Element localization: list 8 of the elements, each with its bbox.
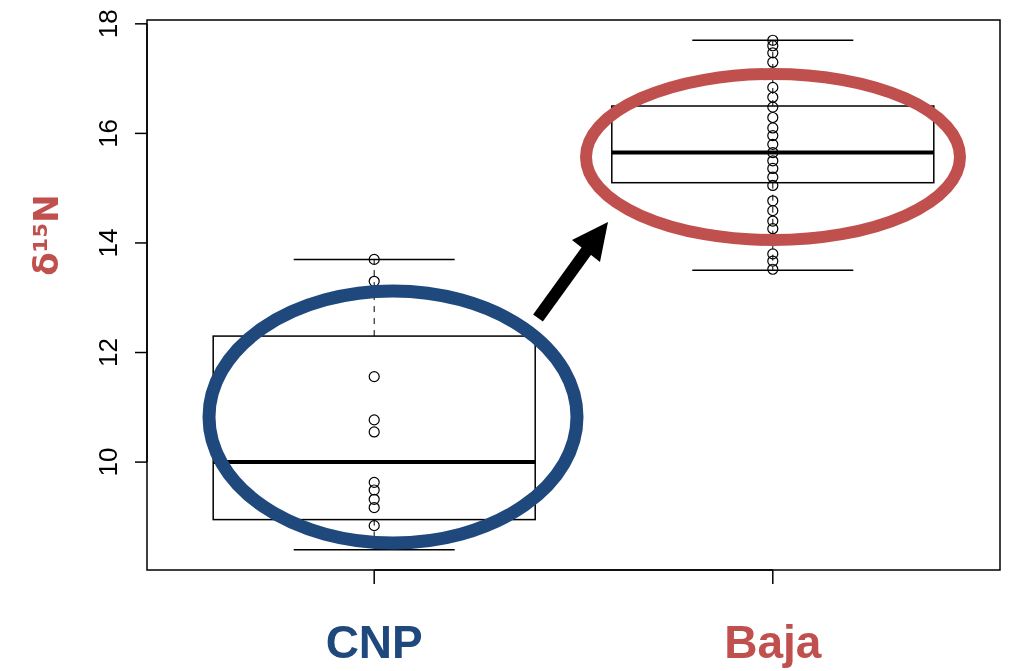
y-tick-label: 10 <box>93 447 123 477</box>
y-tick-label: 12 <box>93 338 123 367</box>
y-tick-label: 16 <box>93 118 123 148</box>
y-tick-label: 14 <box>93 228 123 258</box>
x-tick-label: CNP <box>325 616 423 668</box>
x-tick-label: Baja <box>724 616 822 668</box>
y-tick-label: 18 <box>93 9 123 39</box>
y-axis-title: δ¹⁵N <box>26 194 66 276</box>
